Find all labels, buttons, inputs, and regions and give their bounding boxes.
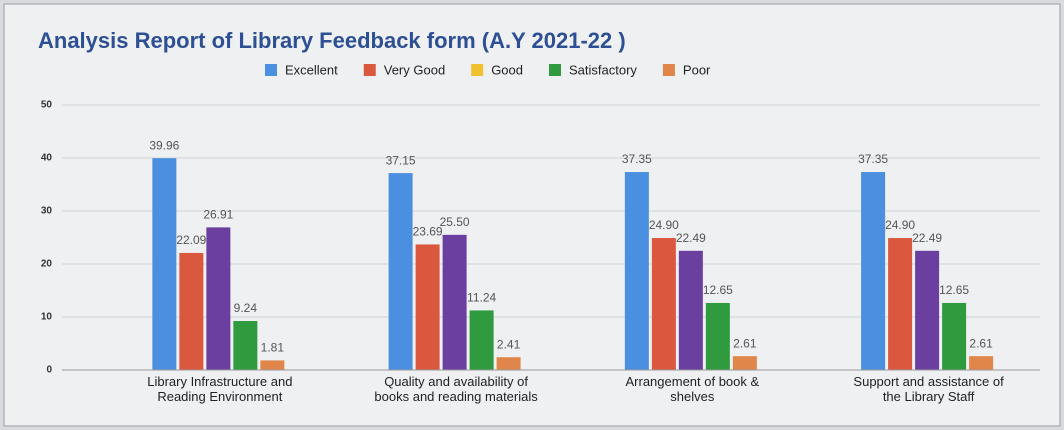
legend-swatch	[265, 64, 277, 76]
bar	[260, 360, 285, 370]
data-label: 39.96	[149, 138, 179, 152]
bar	[469, 310, 494, 370]
bar	[651, 238, 676, 370]
bar	[388, 173, 413, 370]
legend-label: Excellent	[285, 62, 338, 77]
bar	[969, 356, 994, 370]
x-label-box: Arrangement of book & shelves	[625, 374, 760, 404]
legend-swatch	[662, 64, 675, 76]
bar	[942, 302, 967, 370]
bar	[496, 357, 521, 370]
legend-label: Very Good	[384, 62, 445, 77]
legend-label: Poor	[683, 62, 711, 77]
x-tick-label: Arrangement of book & shelves	[625, 374, 760, 404]
chart-title: Analysis Report of Library Feedback form…	[38, 28, 626, 53]
x-tick-label: Quality and availability of books and re…	[374, 374, 538, 404]
data-label: 22.09	[176, 233, 206, 247]
bar	[233, 321, 258, 370]
data-label: 2.61	[969, 336, 993, 350]
bar	[732, 356, 757, 370]
data-label: 2.61	[733, 336, 757, 350]
data-label: 37.15	[386, 153, 416, 167]
x-label-box: Support and assistance of the Library St…	[853, 374, 1004, 404]
y-tick-label: 0	[46, 365, 52, 376]
data-label: 37.35	[622, 152, 652, 166]
bar	[152, 158, 177, 370]
data-label: 1.81	[261, 341, 285, 355]
data-label: 26.91	[203, 208, 233, 222]
legend-swatch	[471, 64, 484, 76]
data-label: 12.65	[939, 283, 969, 297]
data-label: 25.50	[440, 215, 470, 229]
x-tick-label: Support and assistance of the Library St…	[853, 374, 1004, 404]
x-tick-label: Library Infrastructure and Reading Envir…	[147, 374, 293, 404]
y-tick-label: 30	[41, 206, 53, 217]
data-label: 23.69	[413, 225, 443, 239]
bar	[415, 244, 440, 370]
data-label: 22.49	[676, 231, 706, 245]
legend-swatch	[363, 64, 376, 76]
data-label: 24.90	[885, 218, 915, 232]
bar	[678, 250, 703, 370]
bar	[179, 252, 204, 370]
bar	[442, 234, 467, 370]
legend-label: Satisfactory	[569, 62, 637, 77]
legend-label: Good	[491, 62, 523, 77]
x-label-box: Quality and availability of books and re…	[374, 374, 538, 404]
legend-swatch	[549, 64, 561, 76]
bar	[888, 238, 913, 370]
bar	[624, 172, 649, 370]
bar	[861, 172, 886, 370]
y-tick-label: 50	[41, 100, 53, 111]
y-tick-label: 10	[41, 312, 53, 323]
bar	[206, 227, 231, 370]
data-label: 24.90	[649, 218, 679, 232]
y-tick-label: 40	[41, 153, 53, 164]
data-label: 9.24	[234, 301, 258, 315]
data-label: 11.24	[467, 291, 496, 305]
y-tick-label: 20	[41, 259, 53, 270]
x-label-box: Library Infrastructure and Reading Envir…	[147, 374, 293, 404]
data-label: 12.65	[703, 283, 733, 297]
data-label: 2.41	[497, 337, 521, 351]
bar	[705, 302, 730, 370]
bar	[915, 250, 940, 370]
data-label: 37.35	[858, 152, 888, 166]
data-label: 22.49	[912, 231, 942, 245]
